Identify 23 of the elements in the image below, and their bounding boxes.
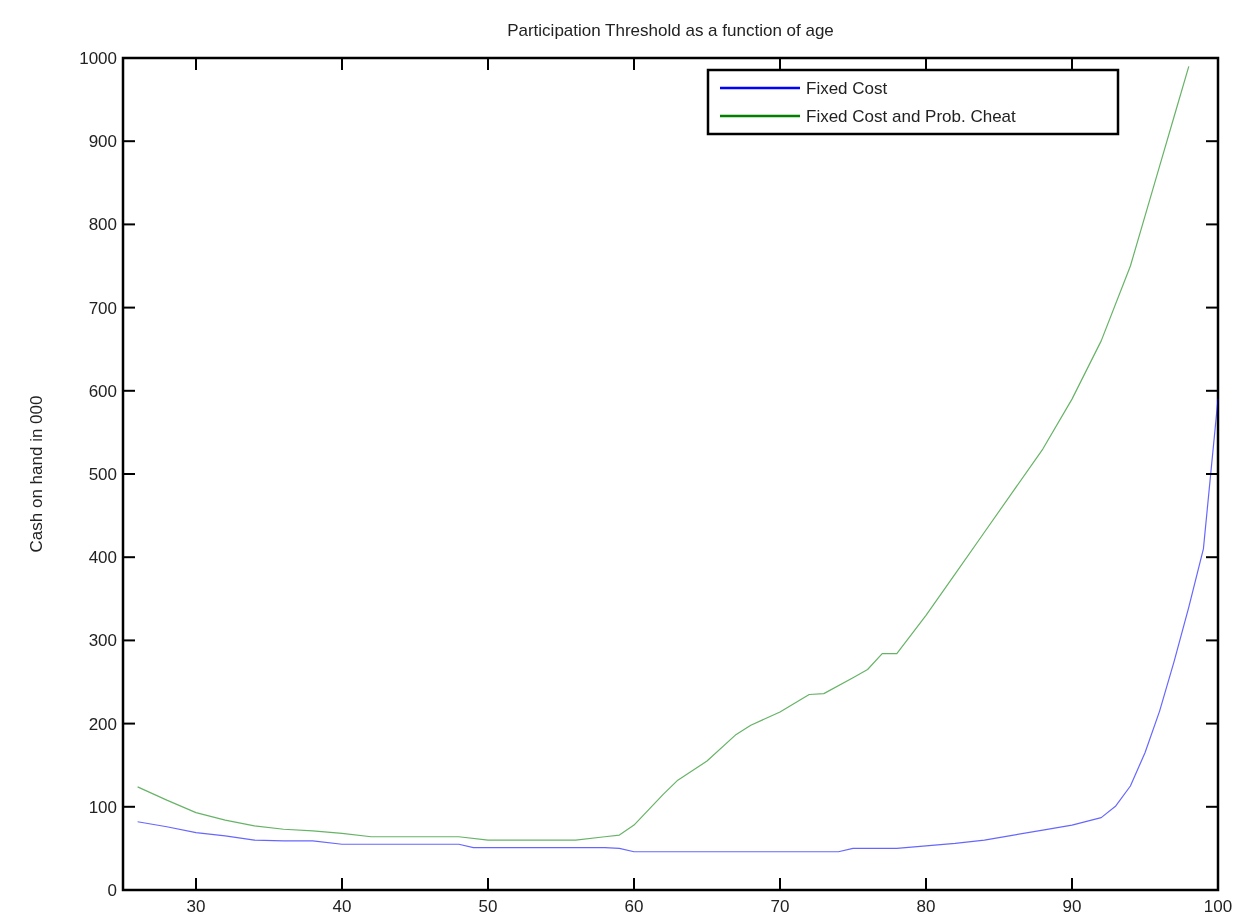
y-tick-label: 200	[88, 714, 117, 734]
x-tick-label: 70	[770, 897, 790, 916]
x-tick-label: 30	[186, 897, 206, 916]
y-axis-title: Cash on hand in 000	[27, 395, 46, 553]
chart-title: Participation Threshold as a function of age	[507, 21, 834, 40]
x-tick-label: 40	[332, 897, 352, 916]
x-tick-label: 100	[1203, 897, 1233, 916]
y-tick-label: 700	[88, 298, 117, 318]
y-tick-label: 300	[88, 631, 117, 651]
y-tick-label: 600	[88, 381, 117, 401]
y-tick-label: 1000	[79, 49, 117, 68]
y-tick-label: 900	[88, 132, 117, 152]
x-tick-label: 90	[1062, 897, 1082, 916]
x-tick-label: 50	[478, 897, 498, 916]
y-tick-label: 400	[88, 548, 117, 568]
legend-label: Fixed Cost and Prob. Cheat	[806, 107, 1017, 126]
legend-label: Fixed Cost	[806, 79, 888, 98]
y-tick-label: 500	[88, 465, 117, 484]
y-tick-label: 100	[88, 797, 117, 817]
y-tick-label: 800	[88, 215, 117, 235]
y-tick-label: 0	[107, 881, 117, 900]
x-tick-label: 60	[624, 897, 644, 916]
x-tick-label: 80	[916, 897, 936, 916]
